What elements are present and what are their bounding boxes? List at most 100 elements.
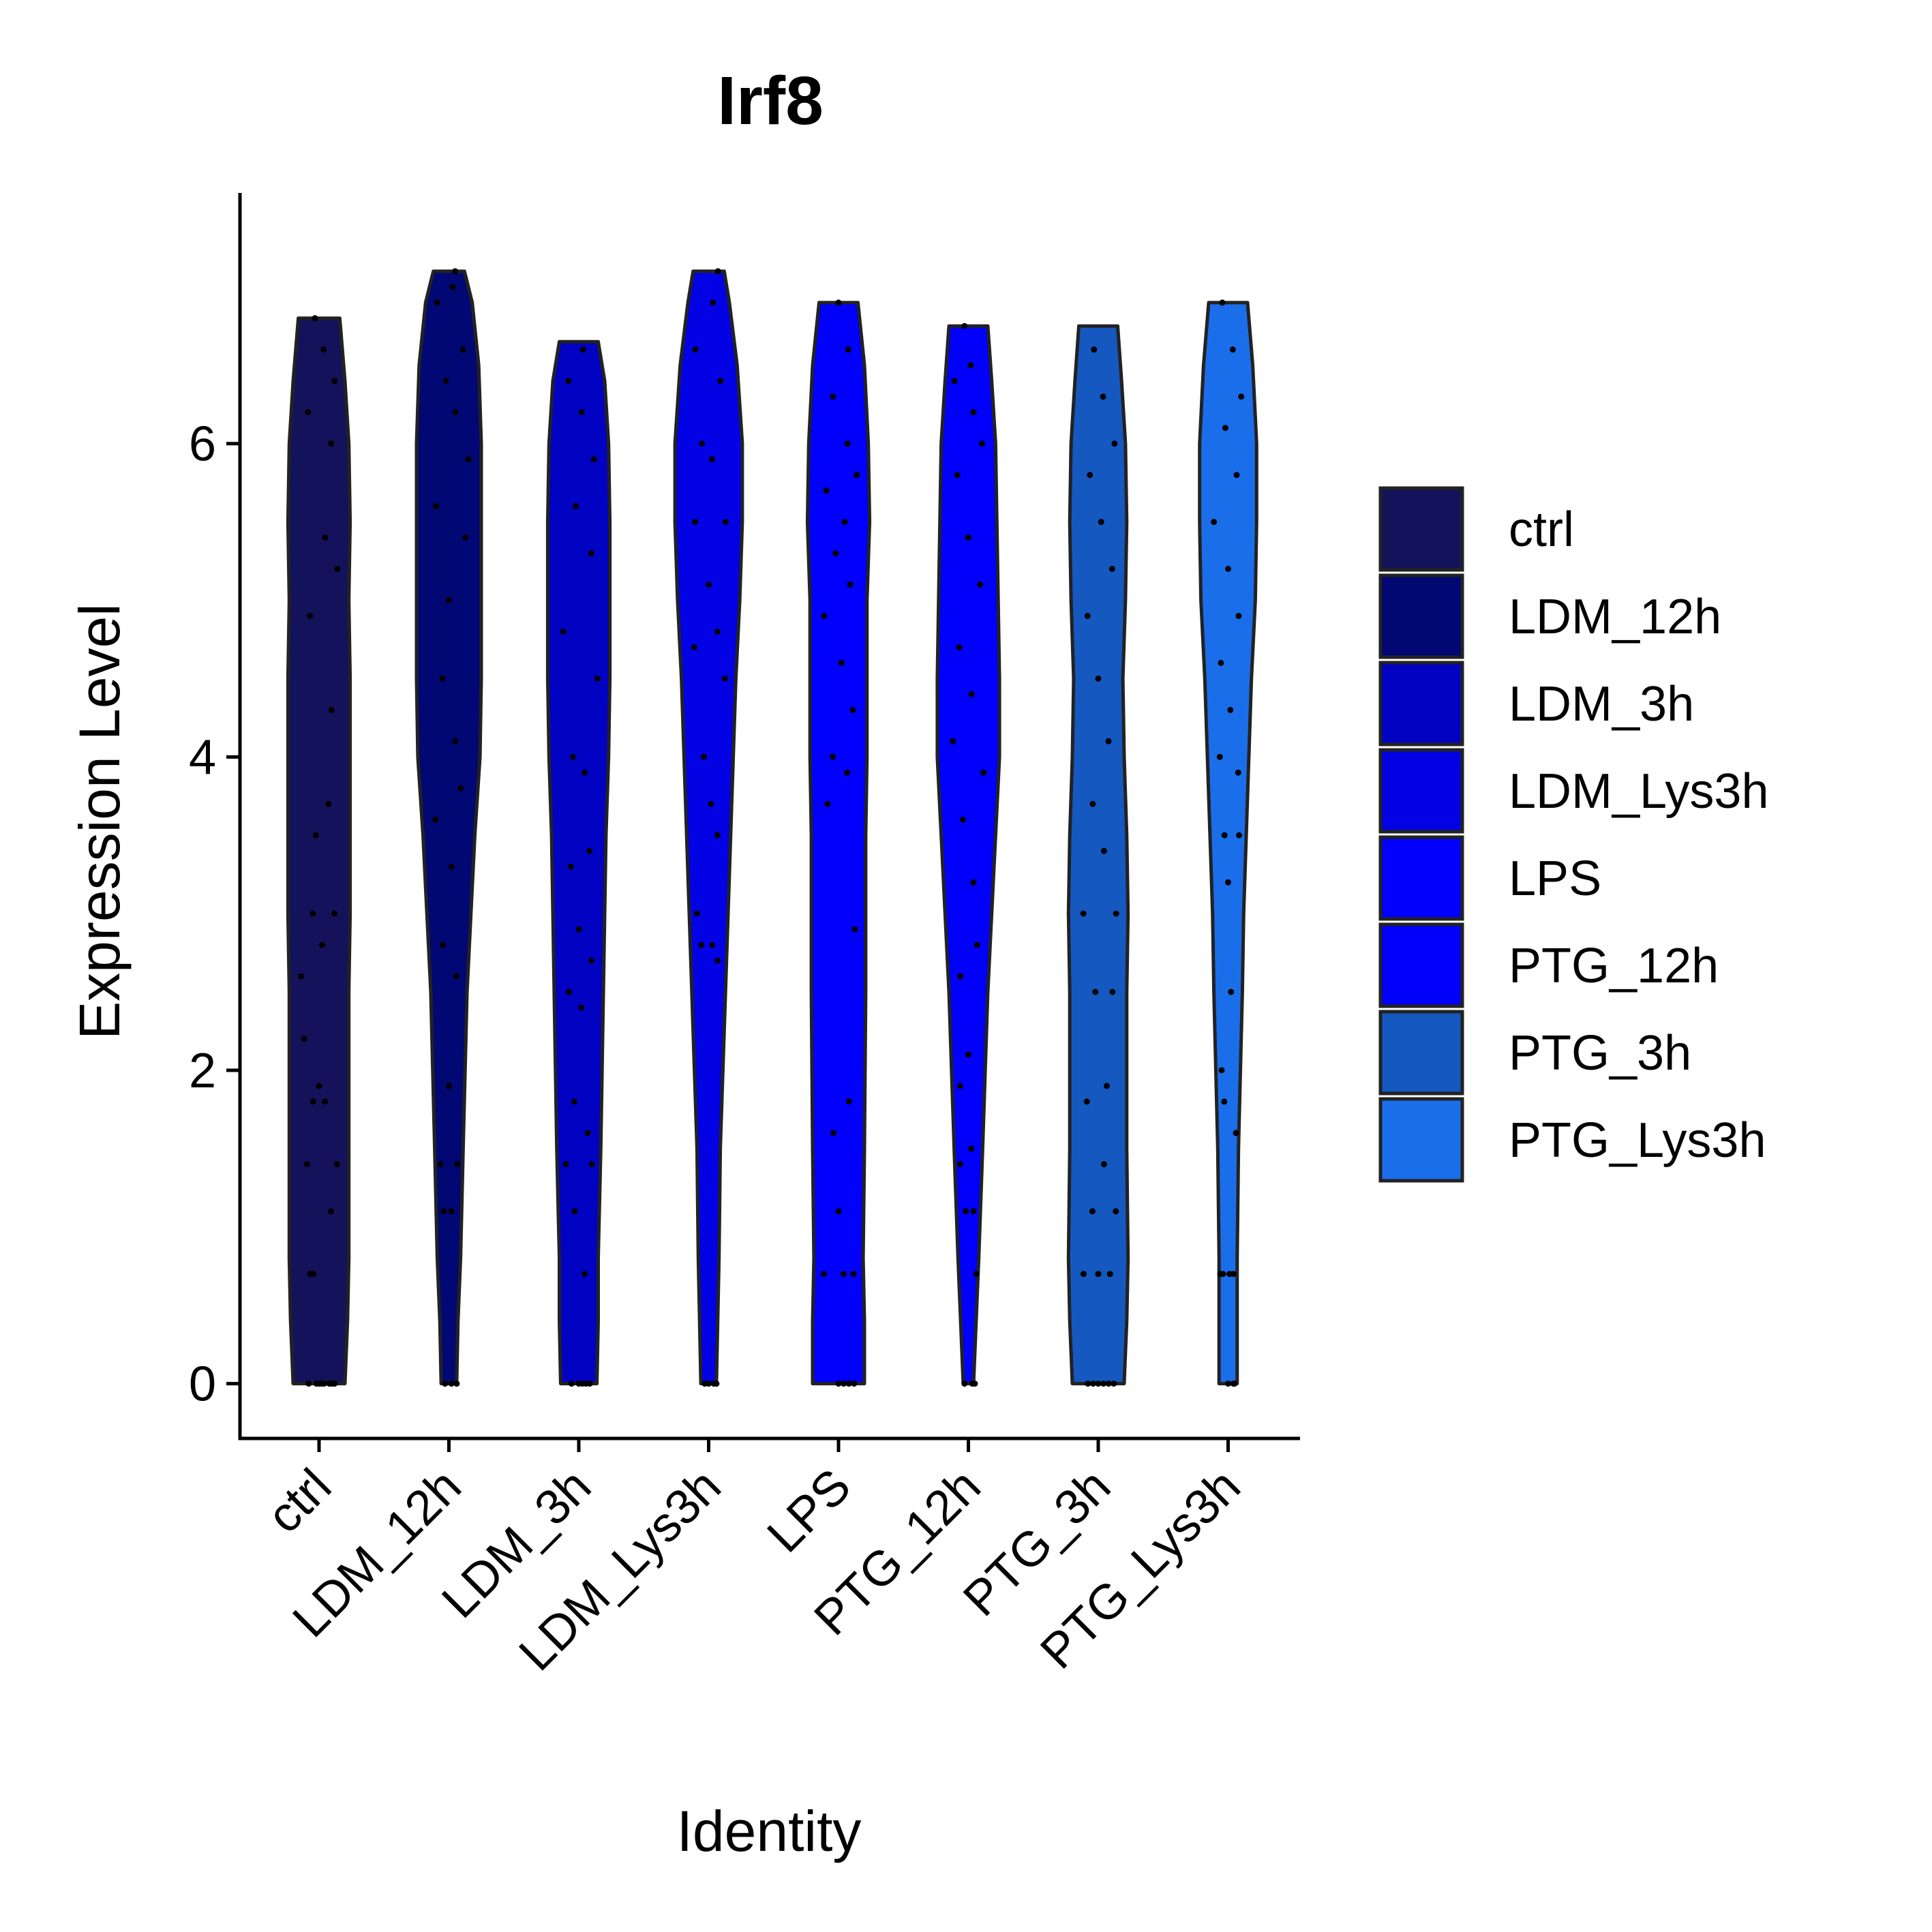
point-PTG_3h-16 bbox=[1113, 910, 1119, 917]
point-LDM_3h-24 bbox=[578, 409, 585, 416]
point-PTG_12h-9 bbox=[965, 1051, 971, 1058]
point-LPS-12 bbox=[843, 769, 850, 776]
point-ctrl-3 bbox=[305, 1380, 312, 1387]
point-PTG_Lys3h-13 bbox=[1235, 769, 1241, 776]
point-PTG_Lys3h-9 bbox=[1218, 1067, 1225, 1074]
point-PTG_Lys3h-2 bbox=[1231, 1380, 1238, 1387]
point-LDM_12h-7 bbox=[446, 1083, 452, 1089]
point-ctrl-11 bbox=[304, 1161, 310, 1168]
point-LDM_Lys3h-6 bbox=[714, 957, 721, 964]
point-PTG_Lys3h-22 bbox=[1222, 425, 1228, 432]
point-PTG_3h-13 bbox=[1104, 1083, 1110, 1089]
point-PTG_3h-20 bbox=[1105, 738, 1112, 744]
y-axis-title: Expression Level bbox=[67, 603, 132, 1040]
violin-PTG_3h bbox=[1066, 324, 1130, 1386]
legend-label-LDM_Lys3h: LDM_Lys3h bbox=[1509, 764, 1769, 819]
point-PTG_Lys3h-20 bbox=[1211, 519, 1218, 526]
point-PTG_3h-0 bbox=[1085, 1380, 1091, 1387]
legend-key-LPS bbox=[1378, 835, 1464, 921]
point-LDM_Lys3h-20 bbox=[692, 346, 699, 353]
point-LDM_Lys3h-16 bbox=[722, 519, 729, 526]
point-ctrl-18 bbox=[298, 973, 305, 980]
point-LPS-19 bbox=[841, 519, 848, 526]
point-PTG_3h-22 bbox=[1084, 613, 1091, 619]
legend-label-ctrl: ctrl bbox=[1509, 502, 1574, 557]
legend-key-LDM_3h bbox=[1378, 661, 1464, 746]
point-LDM_Lys3h-9 bbox=[708, 800, 714, 807]
point-PTG_12h-17 bbox=[956, 644, 963, 650]
point-PTG_3h-19 bbox=[1089, 800, 1096, 807]
point-PTG_Lys3h-16 bbox=[1227, 706, 1234, 713]
point-PTG_12h-22 bbox=[970, 409, 977, 416]
point-PTG_3h-23 bbox=[1108, 566, 1115, 572]
point-LPS-15 bbox=[838, 659, 845, 666]
point-PTG_12h-12 bbox=[970, 879, 977, 886]
point-PTG_3h-12 bbox=[1083, 1098, 1090, 1105]
point-PTG_3h-14 bbox=[1109, 988, 1116, 995]
point-LDM_Lys3h-22 bbox=[714, 268, 721, 275]
point-PTG_12h-23 bbox=[951, 378, 958, 384]
point-ctrl-27 bbox=[328, 440, 334, 447]
point-PTG_Lys3h-15 bbox=[1216, 753, 1223, 760]
point-ctrl-5 bbox=[318, 1380, 325, 1387]
point-PTG_3h-7 bbox=[1095, 1271, 1102, 1278]
point-PTG_12h-11 bbox=[973, 941, 980, 948]
point-PTG_12h-18 bbox=[977, 582, 984, 588]
legend: ctrl LDM_12h LDM_3h LDM_Lys3h LPS PTG_12h PTG_… bbox=[1378, 486, 1769, 1183]
legend-label-PTG_12h: PTG_12h bbox=[1509, 939, 1719, 993]
point-ctrl-21 bbox=[325, 800, 332, 807]
violin-PTG_12h bbox=[935, 324, 1001, 1386]
point-PTG_3h-6 bbox=[1080, 1271, 1087, 1278]
point-LDM_12h-9 bbox=[453, 973, 460, 980]
point-LPS-6 bbox=[850, 1271, 857, 1278]
point-LPS-25 bbox=[835, 299, 842, 306]
point-LDM_3h-11 bbox=[578, 1004, 585, 1011]
point-PTG_3h-27 bbox=[1100, 393, 1106, 400]
point-PTG_12h-6 bbox=[973, 1271, 980, 1278]
point-LDM_Lys3h-8 bbox=[714, 832, 721, 839]
legend-key-ctrl bbox=[1378, 486, 1464, 572]
violin-PTG_Lys3h bbox=[1198, 301, 1258, 1386]
point-LPS-22 bbox=[844, 440, 851, 447]
x-axis-title: Identity bbox=[677, 1799, 862, 1863]
legend-label-LDM_3h: LDM_3h bbox=[1509, 677, 1694, 731]
point-PTG_12h-24 bbox=[967, 362, 974, 369]
point-PTG_12h-19 bbox=[965, 534, 971, 541]
legend-label-LPS: LPS bbox=[1509, 851, 1601, 906]
point-LDM_Lys3h-3 bbox=[713, 1380, 720, 1387]
legend-key-PTG_Lys3h bbox=[1378, 1097, 1464, 1183]
point-LDM_3h-16 bbox=[586, 847, 593, 854]
point-ctrl-7 bbox=[331, 1380, 338, 1387]
point-LPS-17 bbox=[847, 582, 854, 588]
point-LDM_3h-26 bbox=[579, 346, 586, 353]
point-LDM_12h-15 bbox=[446, 597, 452, 603]
point-ctrl-30 bbox=[320, 346, 327, 353]
point-PTG_3h-26 bbox=[1111, 440, 1118, 447]
point-PTG_3h-5 bbox=[1111, 1380, 1117, 1387]
point-PTG_12h-3 bbox=[956, 1161, 963, 1168]
point-PTG_Lys3h-21 bbox=[1233, 472, 1240, 479]
point-ctrl-15 bbox=[316, 1083, 322, 1089]
point-LDM_Lys3h-10 bbox=[700, 753, 707, 760]
point-PTG_Lys3h-6 bbox=[1230, 1271, 1237, 1278]
point-PTG_12h-16 bbox=[968, 691, 975, 697]
legend-key-LDM_Lys3h bbox=[1378, 748, 1464, 834]
point-PTG_12h-14 bbox=[980, 769, 987, 776]
point-LDM_Lys3h-19 bbox=[717, 378, 724, 384]
point-ctrl-29 bbox=[331, 378, 338, 384]
point-LDM_Lys3h-4 bbox=[698, 941, 705, 948]
point-PTG_3h-8 bbox=[1106, 1271, 1113, 1278]
x-tick-label-LPS: LPS bbox=[757, 1459, 862, 1563]
violin-LDM_Lys3h bbox=[673, 269, 744, 1386]
point-LDM_3h-19 bbox=[594, 675, 601, 682]
legend-key-PTG_12h bbox=[1378, 922, 1464, 1008]
point-PTG_Lys3h-25 bbox=[1219, 299, 1226, 306]
point-LDM_12h-5 bbox=[448, 1208, 455, 1215]
point-LDM_3h-15 bbox=[567, 863, 574, 870]
point-PTG_3h-9 bbox=[1089, 1208, 1096, 1215]
point-LDM_3h-5 bbox=[562, 1161, 569, 1168]
y-tick-label-6: 6 bbox=[189, 417, 216, 472]
point-LDM_12h-12 bbox=[457, 785, 464, 791]
point-LDM_Lys3h-13 bbox=[714, 629, 721, 635]
point-ctrl-25 bbox=[334, 566, 341, 572]
